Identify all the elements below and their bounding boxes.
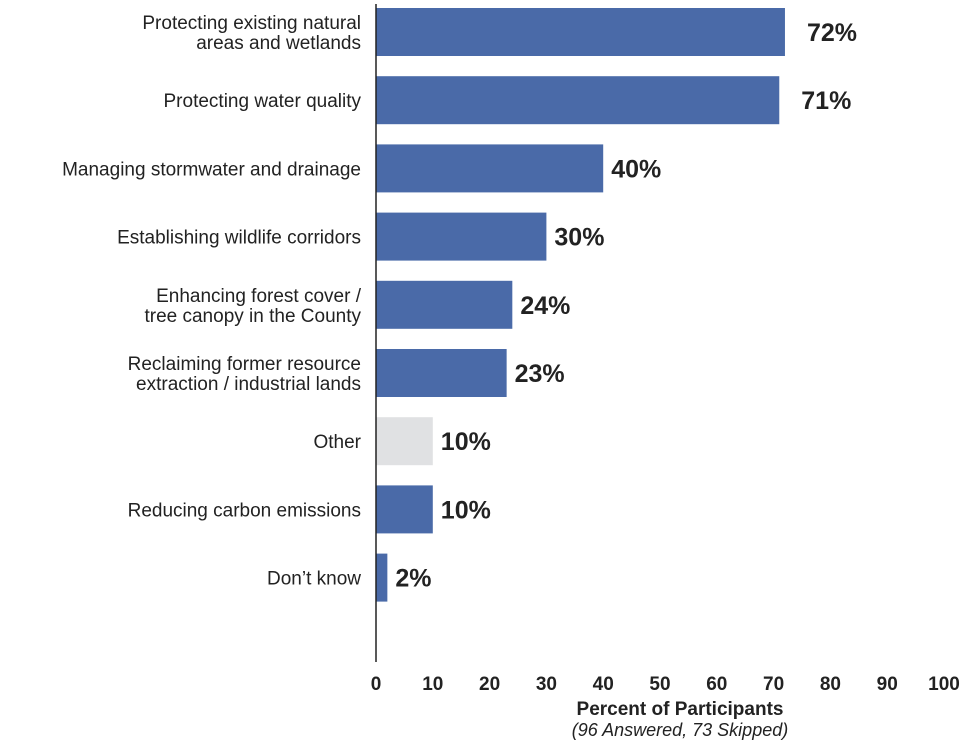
bar-1 <box>376 76 780 125</box>
value-label-5: 23% <box>515 360 565 388</box>
value-label-3: 30% <box>554 224 604 252</box>
category-label-8: Don’t know <box>267 569 361 590</box>
bar-4 <box>376 280 513 329</box>
value-label-0: 72% <box>807 19 857 47</box>
x-axis-sublabel: (96 Answered, 73 Skipped) <box>572 720 788 740</box>
category-labels: Protecting existing natural areas and wet… <box>62 13 362 590</box>
category-label-3: Establishing wildlife corridors <box>117 228 361 249</box>
value-label-1: 71% <box>801 87 851 115</box>
value-label-4: 24% <box>520 292 570 320</box>
value-label-8: 2% <box>395 565 431 593</box>
category-label-7: Reducing carbon emissions <box>128 500 361 521</box>
x-tick-30: 30 <box>536 674 557 695</box>
category-label-5: Reclaiming former resource extraction / i… <box>128 354 361 395</box>
x-tick-20: 20 <box>479 674 500 695</box>
value-label-2: 40% <box>611 155 661 183</box>
value-label-6: 10% <box>441 428 491 456</box>
bars-group <box>376 8 785 602</box>
x-tick-labels: 0 10 20 30 40 50 60 70 80 90 100 <box>371 674 960 695</box>
bar-7 <box>376 485 433 534</box>
x-tick-10: 10 <box>422 674 443 695</box>
category-label-0: Protecting existing natural areas and wet… <box>142 13 361 54</box>
x-tick-90: 90 <box>877 674 898 695</box>
x-tick-40: 40 <box>593 674 614 695</box>
bar-3 <box>376 212 547 261</box>
x-tick-70: 70 <box>763 674 784 695</box>
x-tick-0: 0 <box>371 674 382 695</box>
category-label-2: Managing stormwater and drainage <box>62 159 361 180</box>
bar-8 <box>376 553 388 602</box>
value-label-7: 10% <box>441 496 491 524</box>
x-tick-80: 80 <box>820 674 841 695</box>
bar-6 <box>376 417 433 466</box>
x-axis-label: Percent of Participants <box>577 699 784 720</box>
x-tick-50: 50 <box>649 674 670 695</box>
value-labels: 72% 71% 40% 30% 24% 23% 10% 10% 2% <box>395 19 857 593</box>
bar-0 <box>376 8 785 56</box>
category-label-1: Protecting water quality <box>164 91 362 112</box>
x-tick-60: 60 <box>706 674 727 695</box>
bar-5 <box>376 349 507 397</box>
x-tick-100: 100 <box>928 674 960 695</box>
category-label-6: Other <box>313 432 361 453</box>
bar-2 <box>376 144 604 193</box>
category-label-4: Enhancing forest cover / tree canopy in t… <box>144 286 361 327</box>
